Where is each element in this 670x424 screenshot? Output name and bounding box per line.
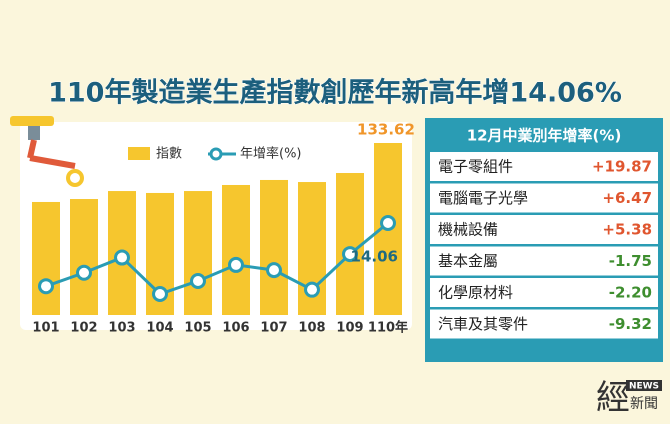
- panel-row: [430, 215, 658, 244]
- x-tick-label: 101: [32, 321, 59, 336]
- bar: [70, 199, 98, 315]
- panel-row: [430, 278, 658, 307]
- legend-swatch-marker: [209, 147, 223, 161]
- chart-title: 110年製造業生產指數創歷年新高年增14.06%: [48, 77, 622, 109]
- panel-row: [430, 152, 658, 181]
- growth-marker: [190, 272, 206, 289]
- x-tick-label: 109: [336, 321, 363, 336]
- panel-row: [430, 309, 658, 339]
- growth-marker: [38, 278, 54, 295]
- legend-swatch-bar: [128, 147, 150, 160]
- bar: [336, 173, 364, 315]
- industry-growth: +19.87: [592, 158, 652, 176]
- legend-label: 年增率(%): [240, 146, 302, 162]
- x-tick-label: 106: [222, 321, 249, 336]
- growth-marker: [380, 215, 396, 231]
- panel-row: [430, 246, 658, 276]
- logo-tag: NEWS: [629, 382, 659, 392]
- robot-arm-icon: [10, 116, 84, 187]
- bar: [260, 179, 288, 315]
- logo-tag-bg: [626, 380, 662, 391]
- x-tick-label: 104: [146, 321, 173, 336]
- logo-sub: 新聞: [630, 396, 658, 412]
- x-tick-label: 102: [70, 321, 97, 336]
- growth-marker: [304, 281, 320, 298]
- x-tick-label: 110年: [368, 320, 408, 336]
- growth-marker: [152, 286, 168, 302]
- industry-growth: -2.20: [609, 284, 652, 302]
- growth-line: [45, 221, 389, 296]
- industry-growth: +6.47: [602, 189, 652, 207]
- industry-name: 電子零組件: [438, 158, 513, 176]
- industry-name: 機械設備: [438, 221, 498, 239]
- growth-marker: [266, 262, 282, 279]
- industry-growth: -1.75: [609, 252, 652, 270]
- industry-name: 基本金屬: [438, 252, 498, 270]
- growth-marker: [76, 264, 92, 281]
- x-tick-label: 105: [184, 321, 211, 336]
- data-label: 14.06: [351, 248, 398, 266]
- growth-marker: [228, 256, 244, 273]
- x-tick-label: 108: [298, 321, 325, 336]
- industry-name: 電腦電子光學: [438, 189, 528, 207]
- industry-name: 汽車及其零件: [438, 315, 528, 333]
- data-label: 133.62: [357, 121, 415, 139]
- industry-growth: +5.38: [602, 221, 652, 239]
- x-tick-label: 103: [108, 321, 135, 336]
- panel-title: 12月中業別年增率(%): [467, 127, 622, 145]
- x-tick-label: 107: [260, 321, 287, 336]
- bar: [184, 191, 212, 315]
- industry-growth: -9.32: [609, 315, 652, 333]
- growth-marker: [342, 246, 358, 263]
- growth-marker: [114, 249, 130, 266]
- bar: [222, 184, 250, 315]
- panel-row: [430, 183, 658, 213]
- logo-main: 經: [596, 378, 630, 418]
- bar: [32, 201, 60, 315]
- industry-name: 化學原材料: [438, 284, 513, 302]
- legend-label: 指數: [156, 147, 182, 162]
